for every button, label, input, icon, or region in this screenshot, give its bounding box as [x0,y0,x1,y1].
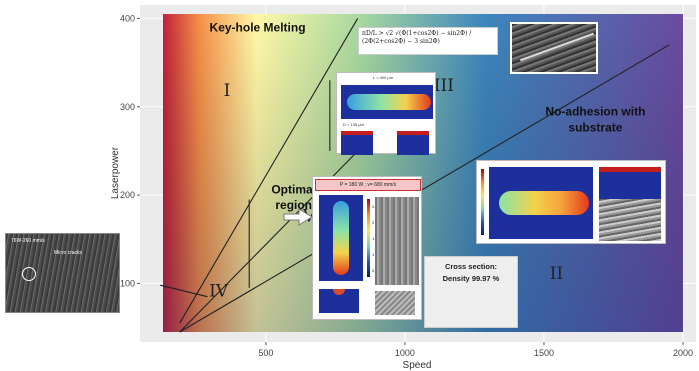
optimal-cross [319,289,359,313]
boundary-line-1 [179,18,359,324]
sim-right-melt-pool [489,167,593,239]
region-label: region [275,198,312,212]
region-label: Key-hole Melting [210,21,306,35]
region-label: I [224,81,231,101]
optimal-inset: P = 180 W ; v= 680 mm/s 2.5 2 1.5 1 0.5 [312,176,422,320]
micrograph-left: 76W-260 mm/s Micro cracks [5,233,120,313]
sim-top-melt-pool [341,85,433,119]
arrow-icon [283,208,313,226]
optimal-parameter-label: P = 180 W ; v= 680 mm/s [315,179,421,191]
optimal-cube [375,291,415,315]
region-label: substrate [568,120,622,134]
colorbar-ticks: 2.5 2 1.5 1 0.5 [372,204,378,273]
crack-circle [22,267,36,281]
sim-top-cross-b [397,131,429,155]
cross-section-line1: Cross section: [444,262,498,271]
formula-text: πD/L > √2 √(Φ(1+cos2Φ) − sin2Φ) / (2Φ(2+… [362,30,472,45]
y-tick-label: 200 [120,190,135,200]
optimal-melt-pool [319,195,363,281]
optimal-micrograph [375,197,419,285]
x-axis-label: Speed [403,360,432,371]
cross-section-line2: Density 99.97 % [442,274,500,283]
y-tick-label: 400 [120,13,135,23]
sim-top-length-label: L = 400 μm [373,75,394,80]
region-label: II [550,264,563,284]
x-tick-label: 1500 [534,348,554,358]
simulation-top-inset: L = 400 μm D = 135 μm [336,72,436,155]
region-label: Optimal [271,182,316,196]
x-tick-label: 1000 [395,348,415,358]
sim-right-cross [599,167,661,200]
boundary-line-3 [179,44,670,333]
sim-right-micrograph [599,199,661,241]
colorbar [367,199,370,277]
sim-top-cross-a [341,131,373,155]
ref-label-line2: Micro cracks [54,250,83,256]
x-tick-label: 2000 [673,348,693,358]
cross-section-inset: Cross section: Density 99.97 % [424,256,518,328]
region-label: IV [209,282,229,302]
simulation-right-inset [476,160,666,244]
x-tick-label: 500 [258,348,273,358]
sim-top-d-label: D = 135 μm [343,122,364,127]
crack-line [520,32,594,62]
y-tick-label: 100 [120,278,135,288]
boundary-line-4 [160,284,208,298]
ref-label-line1: 76W-260 mm/s [11,238,45,244]
micrograph-top-right [510,22,598,74]
y-tick-label: 300 [120,102,135,112]
region-label: III [434,76,454,96]
sim-right-colorbar [481,169,484,235]
formula-inset: πD/L > √2 √(Φ(1+cos2Φ) − sin2Φ) / (2Φ(2+… [358,27,498,55]
y-axis-label: Laserpower [110,146,121,199]
region-label: No-adhesion with [545,105,645,119]
ticks: 500 1000 1500 2000 100 200 300 400 [120,13,693,358]
